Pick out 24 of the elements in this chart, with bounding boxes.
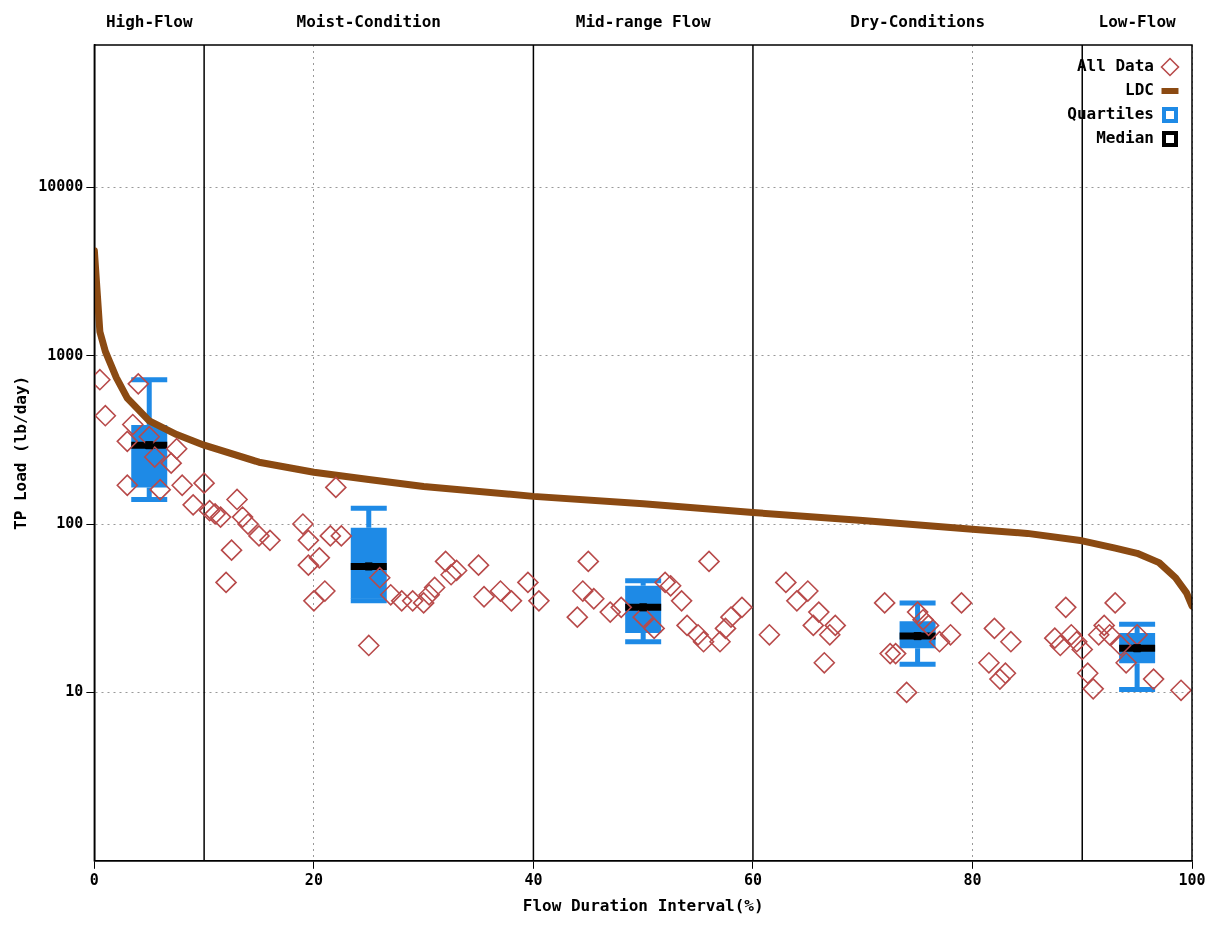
y-tick-label: 1000 <box>47 345 84 364</box>
text: Mid-range Flow <box>575 12 711 32</box>
x-tick-label: 80 <box>963 870 982 889</box>
x-tick-label: 0 <box>89 870 99 889</box>
y-axis-title: TP Load (lb/day) <box>10 375 30 530</box>
text: Moist-Condition <box>296 12 442 32</box>
x-axis-title: Flow Duration Interval(%) <box>522 895 764 915</box>
x-tick-label: 20 <box>304 870 323 889</box>
text: Dry-Conditions <box>850 12 986 32</box>
legend-label: Median <box>1096 128 1154 148</box>
x-tick-label: 60 <box>743 870 762 889</box>
y-tick-label: 10000 <box>38 177 84 196</box>
point <box>145 441 154 450</box>
text: High-Flow <box>105 12 193 32</box>
point <box>639 603 648 612</box>
point <box>1133 644 1142 653</box>
point <box>913 632 922 641</box>
y-tick-label: 100 <box>56 513 84 532</box>
y-tick-label: 10 <box>65 682 84 701</box>
point <box>364 562 373 571</box>
x-tick-label: 100 <box>1178 870 1206 889</box>
legend-label: LDC <box>1125 80 1154 100</box>
x-tick-label: 40 <box>524 870 543 889</box>
text: Low-Flow <box>1098 12 1177 32</box>
